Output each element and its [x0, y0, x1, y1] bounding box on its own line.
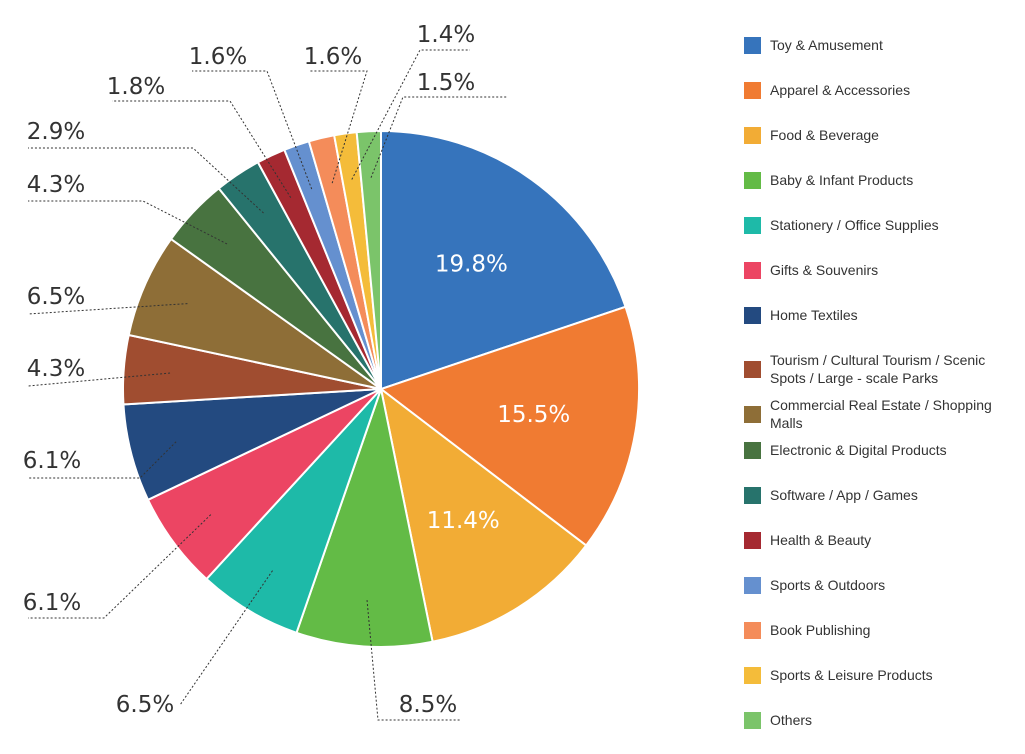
legend-label: Baby & Infant Products — [770, 172, 914, 188]
legend-swatch — [744, 36, 761, 54]
legend-swatch — [744, 711, 761, 729]
legend-label: Software / App / Games — [770, 487, 918, 503]
legend-swatch — [744, 81, 761, 99]
legend-item: Baby & Infant Products — [744, 171, 1019, 189]
legend-swatch — [744, 126, 761, 144]
legend-label: Apparel & Accessories — [770, 82, 911, 98]
pie-slice — [355, 129, 382, 390]
slice-value-label: 1.5% — [417, 70, 475, 96]
legend-label: Home Textiles — [770, 307, 858, 323]
slice-value-label: 4.3% — [27, 356, 85, 382]
legend-item: Stationery / Office Supplies — [744, 216, 1019, 234]
leader-line — [370, 96, 508, 178]
slice-value-label: 1.8% — [107, 74, 165, 100]
pie-slice — [379, 386, 588, 643]
leader-line — [351, 49, 470, 180]
leader-line — [310, 70, 368, 184]
legend-item: Others — [744, 711, 1019, 729]
legend-swatch — [744, 405, 761, 423]
legend-item: Tourism / Cultural Tourism / Scenic Spot… — [744, 351, 1019, 387]
leader-line — [112, 100, 292, 198]
legend-swatch — [744, 621, 761, 639]
slice-value-label: 6.1% — [23, 448, 81, 474]
legend-swatch — [744, 216, 761, 234]
leader-line — [192, 70, 313, 190]
legend-label: Stationery / Office Supplies — [770, 217, 939, 233]
legend-label: Sports & Outdoors — [770, 577, 886, 593]
legend-item: Book Publishing — [744, 621, 1019, 639]
legend-swatch — [744, 261, 761, 279]
legend-label: Health & Beauty — [770, 532, 872, 548]
legend-item: Electronic & Digital Products — [744, 441, 1019, 459]
leader-line — [28, 514, 212, 619]
pie-slice — [295, 385, 434, 648]
legend-item: Apparel & Accessories — [744, 81, 1019, 99]
slice-value-label: 1.6% — [189, 44, 247, 70]
legend-label: Book Publishing — [770, 622, 871, 638]
legend-label: Gifts & Souvenirs — [770, 262, 879, 278]
slice-value-label: 6.5% — [116, 692, 174, 718]
pie-slice — [380, 129, 627, 391]
leader-line — [366, 600, 460, 721]
legend-item: Sports & Outdoors — [744, 576, 1019, 594]
legend-swatch — [744, 360, 761, 378]
legend-swatch — [744, 306, 761, 324]
legend-item: Food & Beverage — [744, 126, 1019, 144]
legend-swatch — [744, 486, 761, 504]
slice-value-label: 4.3% — [27, 172, 85, 198]
legend-label: Others — [770, 712, 813, 728]
slice-value-label: 6.5% — [27, 284, 85, 310]
slice-value-label: 1.6% — [304, 44, 362, 70]
legend-item: Health & Beauty — [744, 531, 1019, 549]
leader-line — [27, 303, 188, 315]
slice-value-label: 19.8% — [435, 251, 508, 277]
legend-swatch — [744, 441, 761, 459]
pie-slice — [378, 305, 640, 547]
legend-label: Electronic & Digital Products — [770, 442, 947, 458]
legend-swatch — [744, 576, 761, 594]
slice-value-label: 2.9% — [27, 119, 85, 145]
legend-item: Commercial Real Estate / Shopping Malls — [744, 396, 1019, 432]
legend-label: Sports & Leisure Products — [770, 667, 933, 683]
legend-label: Commercial Real Estate / Shopping Malls — [770, 397, 992, 431]
legend-item: Sports & Leisure Products — [744, 666, 1019, 684]
slice-value-label: 15.5% — [497, 402, 570, 428]
slice-value-label: 1.4% — [417, 22, 475, 48]
legend-label: Tourism / Cultural Tourism / Scenic Spot… — [770, 352, 986, 386]
leader-line — [179, 570, 273, 706]
leader-line — [28, 441, 177, 479]
legend-item: Gifts & Souvenirs — [744, 261, 1019, 279]
leader-line — [28, 147, 264, 214]
legend-item: Toy & Amusement — [744, 36, 1019, 54]
slice-value-label: 8.5% — [399, 692, 457, 718]
legend-item: Software / App / Games — [744, 486, 1019, 504]
slice-value-label: 11.4% — [427, 508, 500, 534]
legend-swatch — [744, 666, 761, 684]
legend-swatch — [744, 531, 761, 549]
legend-label: Food & Beverage — [770, 127, 879, 143]
legend-item: Home Textiles — [744, 306, 1019, 324]
legend-swatch — [744, 171, 761, 189]
legend-label: Toy & Amusement — [770, 37, 883, 53]
slice-value-label: 6.1% — [23, 590, 81, 616]
